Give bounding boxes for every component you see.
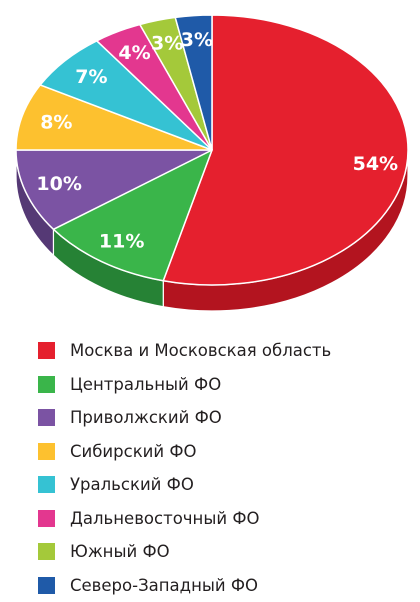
pie-value-label-2: 10% <box>36 173 81 195</box>
legend-item-4: Уральский ФО <box>38 468 331 502</box>
pie-chart: 54%11%10%8%7%4%3%3% <box>0 0 420 330</box>
legend-swatch-6 <box>38 543 55 560</box>
legend-swatch-2 <box>38 409 55 426</box>
legend-label-5: Дальневосточный ФО <box>70 509 260 528</box>
legend-swatch-3 <box>38 443 55 460</box>
pie-value-label-3: 8% <box>40 111 72 133</box>
legend-swatch-0 <box>38 342 55 359</box>
legend-item-5: Дальневосточный ФО <box>38 502 331 536</box>
legend-label-1: Центральный ФО <box>70 375 221 394</box>
pie-value-label-4: 7% <box>75 66 107 88</box>
pie-value-label-6: 3% <box>151 33 183 55</box>
pie-value-label-5: 4% <box>118 42 150 64</box>
legend-item-2: Приволжский ФО <box>38 401 331 435</box>
legend-swatch-5 <box>38 510 55 527</box>
legend-label-2: Приволжский ФО <box>70 408 222 427</box>
pie-slices <box>16 15 408 285</box>
legend-label-6: Южный ФО <box>70 542 170 561</box>
legend-label-3: Сибирский ФО <box>70 442 197 461</box>
legend-label-4: Уральский ФО <box>70 475 194 494</box>
legend-label-0: Москва и Московская область <box>70 341 331 360</box>
legend-swatch-1 <box>38 376 55 393</box>
pie-value-label-7: 3% <box>181 29 213 51</box>
legend-swatch-4 <box>38 476 55 493</box>
pie-value-label-1: 11% <box>99 231 144 253</box>
legend-item-7: Северо-Западный ФО <box>38 569 331 602</box>
chart-legend: Москва и Московская область Центральный Ф… <box>38 334 331 602</box>
legend-item-3: Сибирский ФО <box>38 435 331 469</box>
pie-value-label-0: 54% <box>353 153 398 175</box>
legend-swatch-7 <box>38 577 55 594</box>
legend-item-6: Южный ФО <box>38 535 331 569</box>
legend-item-0: Москва и Московская область <box>38 334 331 368</box>
legend-item-1: Центральный ФО <box>38 368 331 402</box>
legend-label-7: Северо-Западный ФО <box>70 576 258 595</box>
